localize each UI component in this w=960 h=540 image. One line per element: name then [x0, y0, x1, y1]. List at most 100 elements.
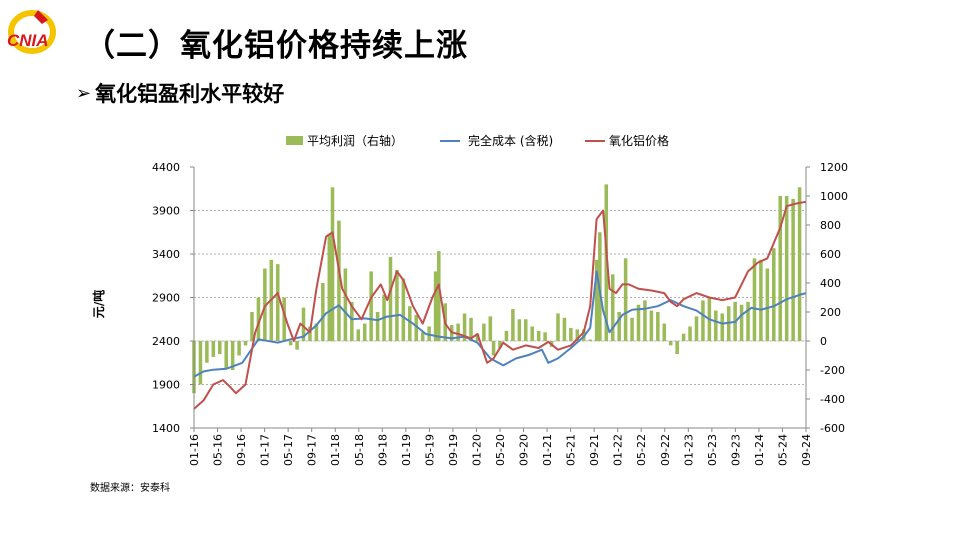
x-tick-label: 09-22: [659, 434, 672, 466]
profit-bar: [668, 341, 673, 346]
profit-bar: [256, 297, 261, 341]
profit-bar: [456, 323, 460, 341]
chart-legend: 平均利润（右轴） 完全成本 (含税) 氧化铝价格: [286, 133, 669, 148]
x-tick-label: 09-19: [447, 434, 460, 466]
profit-bar: [375, 312, 380, 341]
subtitle-text: 氧化铝盈利水平较好: [95, 82, 285, 106]
profit-bar: [243, 341, 248, 346]
y-tick-label: 2400: [152, 335, 180, 348]
profit-bar: [636, 304, 641, 341]
x-tick-label: 09-23: [729, 434, 742, 466]
profit-bar: [536, 330, 541, 341]
profit-bar: [362, 323, 367, 341]
page-subtitle: ➢ 氧化铝盈利水平较好: [76, 78, 284, 108]
profit-bar: [301, 307, 306, 341]
profit-bar: [630, 317, 634, 341]
profit-bar: [491, 341, 496, 356]
profit-bar: [237, 341, 241, 356]
x-tick-label: 05-18: [353, 434, 366, 466]
profit-bar: [765, 268, 770, 341]
x-tick-label: 09-16: [235, 434, 248, 466]
profit-bar: [488, 316, 493, 341]
profit-bar: [330, 187, 335, 341]
profit-bar: [321, 283, 325, 341]
profit-bar: [401, 278, 406, 341]
profit-bar: [337, 220, 341, 341]
y2-tick-label: 600: [820, 248, 841, 261]
legend-label-profit: 平均利润（右轴）: [307, 133, 403, 148]
x-tick-label: 05-24: [776, 434, 789, 466]
profit-bar: [523, 319, 528, 341]
y2-tick-label: -400: [820, 393, 845, 406]
y2-tick-label: 800: [820, 219, 841, 232]
cnia-logo: CNIA: [4, 6, 66, 58]
profit-bar: [475, 333, 480, 341]
x-tick-label: 05-20: [494, 434, 507, 466]
profit-bar: [205, 341, 209, 363]
cnia-logo-mark: CNIA: [7, 10, 56, 54]
profit-bar: [530, 326, 534, 341]
profit-bar: [662, 323, 667, 341]
x-tick-label: 05-16: [212, 434, 225, 466]
profit-bar: [694, 316, 699, 341]
chart-lines: [193, 200, 807, 410]
profit-bar: [275, 264, 280, 341]
profit-bar: [517, 319, 522, 341]
profit-bar: [437, 251, 441, 341]
chart-axes: 4400 3900 3400 2900 2400 1900 1400 1200 1000 800 6…: [152, 161, 848, 466]
x-tick-label: 01-20: [470, 434, 483, 466]
profit-bar: [778, 196, 783, 341]
logo-ring: [8, 10, 56, 54]
x-tick-label: 01-24: [753, 434, 766, 466]
logo-text: CNIA: [7, 31, 49, 50]
profit-bar: [643, 300, 647, 341]
x-tick-label: 01-19: [400, 434, 413, 466]
profit-bar: [295, 341, 299, 350]
profit-bar: [314, 323, 319, 341]
profit-bar: [420, 332, 425, 341]
profit-bar: [739, 304, 744, 341]
y2-tick-label: 400: [820, 277, 841, 290]
x-tick-label: 05-21: [565, 434, 578, 466]
profit-bar: [282, 297, 286, 341]
logo-red-mark: [34, 10, 48, 24]
profit-bar: [588, 339, 592, 341]
profit-bar: [343, 268, 348, 341]
y-tick-label: 3900: [152, 205, 180, 218]
x-tick-label: 09-17: [306, 434, 319, 466]
profit-bar: [746, 301, 750, 341]
y-tick-label: 1400: [152, 422, 180, 435]
profit-bar: [681, 333, 686, 341]
profit-bar: [649, 310, 654, 341]
legend-label-cost: 完全成本 (含税): [468, 133, 553, 148]
profit-bar: [327, 233, 332, 341]
profit-bar: [791, 198, 795, 341]
profit-bar: [594, 259, 599, 341]
profit-bar: [395, 269, 399, 341]
y-tick-label: 3400: [152, 248, 180, 261]
profit-bar: [675, 341, 679, 355]
profit-bar: [198, 341, 203, 385]
y-axis-label: 元/吨: [91, 290, 106, 318]
legend-swatch-profit: [286, 136, 303, 145]
profit-bar: [623, 258, 628, 341]
profit-bar: [462, 313, 467, 341]
profit-bar: [617, 312, 621, 341]
profit-bar: [308, 326, 312, 341]
legend-label-price: 氧化铝价格: [609, 133, 669, 148]
profit-bar: [714, 310, 718, 341]
profit-bar: [350, 301, 354, 341]
x-tick-label: 09-20: [518, 434, 531, 466]
y-tick-label: 4400: [152, 161, 180, 174]
profit-bar: [784, 196, 789, 341]
profit-bar: [688, 326, 692, 341]
x-tick-label: 01-22: [612, 434, 625, 466]
profit-bar: [263, 268, 267, 341]
source-note: 数据来源：安泰科: [90, 483, 170, 494]
profit-bar: [388, 256, 393, 341]
profit-bar: [414, 314, 419, 341]
profit-bar: [288, 341, 293, 346]
profit-bar: [482, 323, 486, 341]
profit-bar: [575, 329, 580, 341]
profit-bar: [656, 312, 660, 341]
